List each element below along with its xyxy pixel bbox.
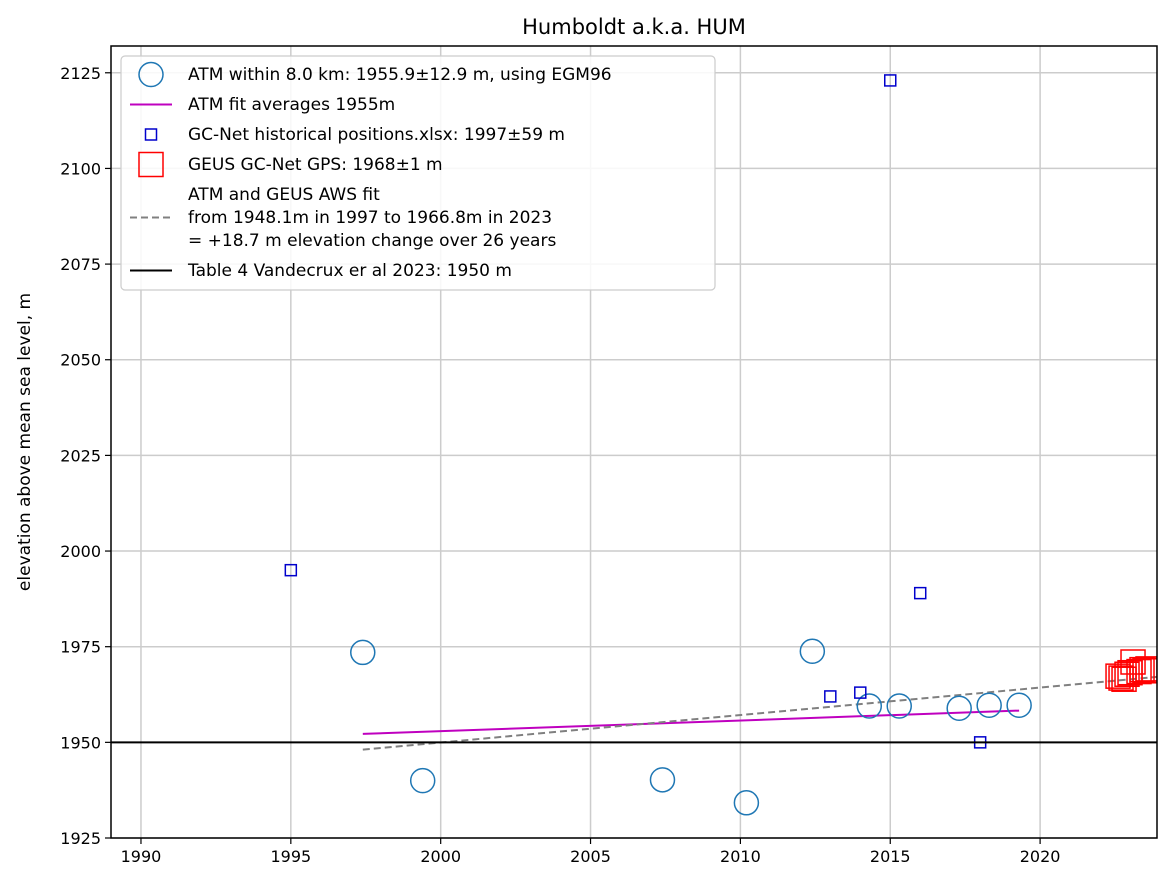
series-0-point xyxy=(1006,692,1032,718)
series-2-point xyxy=(284,563,298,577)
legend-label-5: Table 4 Vandecrux er al 2023: 1950 m xyxy=(187,261,512,281)
series-0-point xyxy=(649,767,676,793)
legend-label-line: ATM within 8.0 km: 1955.9±12.9 m, using … xyxy=(188,65,612,85)
legend-label-1: ATM fit averages 1955m xyxy=(188,95,395,115)
legend-label-line: ATM and GEUS AWS fit xyxy=(188,185,380,205)
series-4-line xyxy=(362,675,1157,751)
series-group xyxy=(284,74,1157,816)
x-tick-label: 2010 xyxy=(720,847,761,866)
plot-area xyxy=(111,74,1157,816)
y-axis-label: elevation above mean sea level, m xyxy=(15,293,35,591)
y-tick-label: 1925 xyxy=(60,829,101,848)
legend-handle-2 xyxy=(144,128,158,141)
y-tick-label: 2000 xyxy=(60,542,101,561)
series-0-point xyxy=(886,693,912,719)
legend-label-line: = +18.7 m elevation change over 26 years xyxy=(188,231,556,251)
legend-label-line: Table 4 Vandecrux er al 2023: 1950 m xyxy=(187,261,512,281)
legend-handle-3 xyxy=(138,151,164,178)
y-tick-label: 2125 xyxy=(60,64,101,83)
y-tick-label: 1975 xyxy=(60,638,101,657)
ticks: 1990 1995 2000 2005 2010 2015 2020 1925 1950 1975… xyxy=(60,64,1060,866)
x-tick-label: 1995 xyxy=(270,847,311,866)
x-tick-label: 1990 xyxy=(121,847,162,866)
legend-label-line: GEUS GC-Net GPS: 1968±1 m xyxy=(188,155,443,175)
y-tick-label: 2075 xyxy=(60,255,101,274)
legend-handle-0 xyxy=(138,61,164,88)
legend-label-line: from 1948.1m in 1997 to 1966.8m in 2023 xyxy=(188,208,552,228)
legend-label-line: ATM fit averages 1955m xyxy=(188,95,395,115)
series-2-point xyxy=(913,586,927,600)
series-0-point xyxy=(799,638,826,665)
legend-label-line: GC-Net historical positions.xlsx: 1997±5… xyxy=(188,125,565,145)
series-0-point xyxy=(856,693,883,719)
series-3-point xyxy=(1141,658,1157,684)
chart-title: Humboldt a.k.a. HUM xyxy=(522,15,746,39)
series-0-point xyxy=(409,767,436,794)
y-tick-label: 1950 xyxy=(60,733,101,752)
series-0-point xyxy=(976,692,1002,718)
series-3-point xyxy=(1135,656,1157,682)
x-tick-label: 2020 xyxy=(1020,847,1061,866)
series-1-line xyxy=(362,709,1020,735)
series-0-point xyxy=(350,639,376,666)
series-0-point xyxy=(946,695,972,722)
legend-label-3: GEUS GC-Net GPS: 1968±1 m xyxy=(188,155,443,175)
legend-label-4: ATM and GEUS AWS fit from 1948.1m in 1997… xyxy=(188,185,556,251)
legend-box xyxy=(120,55,716,291)
series-2-point xyxy=(854,686,867,699)
legend: ATM within 8.0 km: 1955.9±12.9 m, using … xyxy=(120,55,716,291)
axes-frame xyxy=(110,45,1158,839)
y-tick-label: 2025 xyxy=(60,446,101,465)
x-tick-label: 2000 xyxy=(420,847,461,866)
series-2-point xyxy=(884,74,897,87)
x-tick-label: 2005 xyxy=(570,847,611,866)
y-tick-label: 2050 xyxy=(60,351,101,370)
legend-label-2: GC-Net historical positions.xlsx: 1997±5… xyxy=(188,125,565,145)
y-tick-label: 2100 xyxy=(60,159,101,178)
series-2-point xyxy=(824,690,837,703)
x-tick-label: 2015 xyxy=(870,847,911,866)
series-0-point xyxy=(733,790,760,816)
legend-label-0: ATM within 8.0 km: 1955.9±12.9 m, using … xyxy=(188,65,612,85)
series-3-point xyxy=(1126,658,1152,685)
